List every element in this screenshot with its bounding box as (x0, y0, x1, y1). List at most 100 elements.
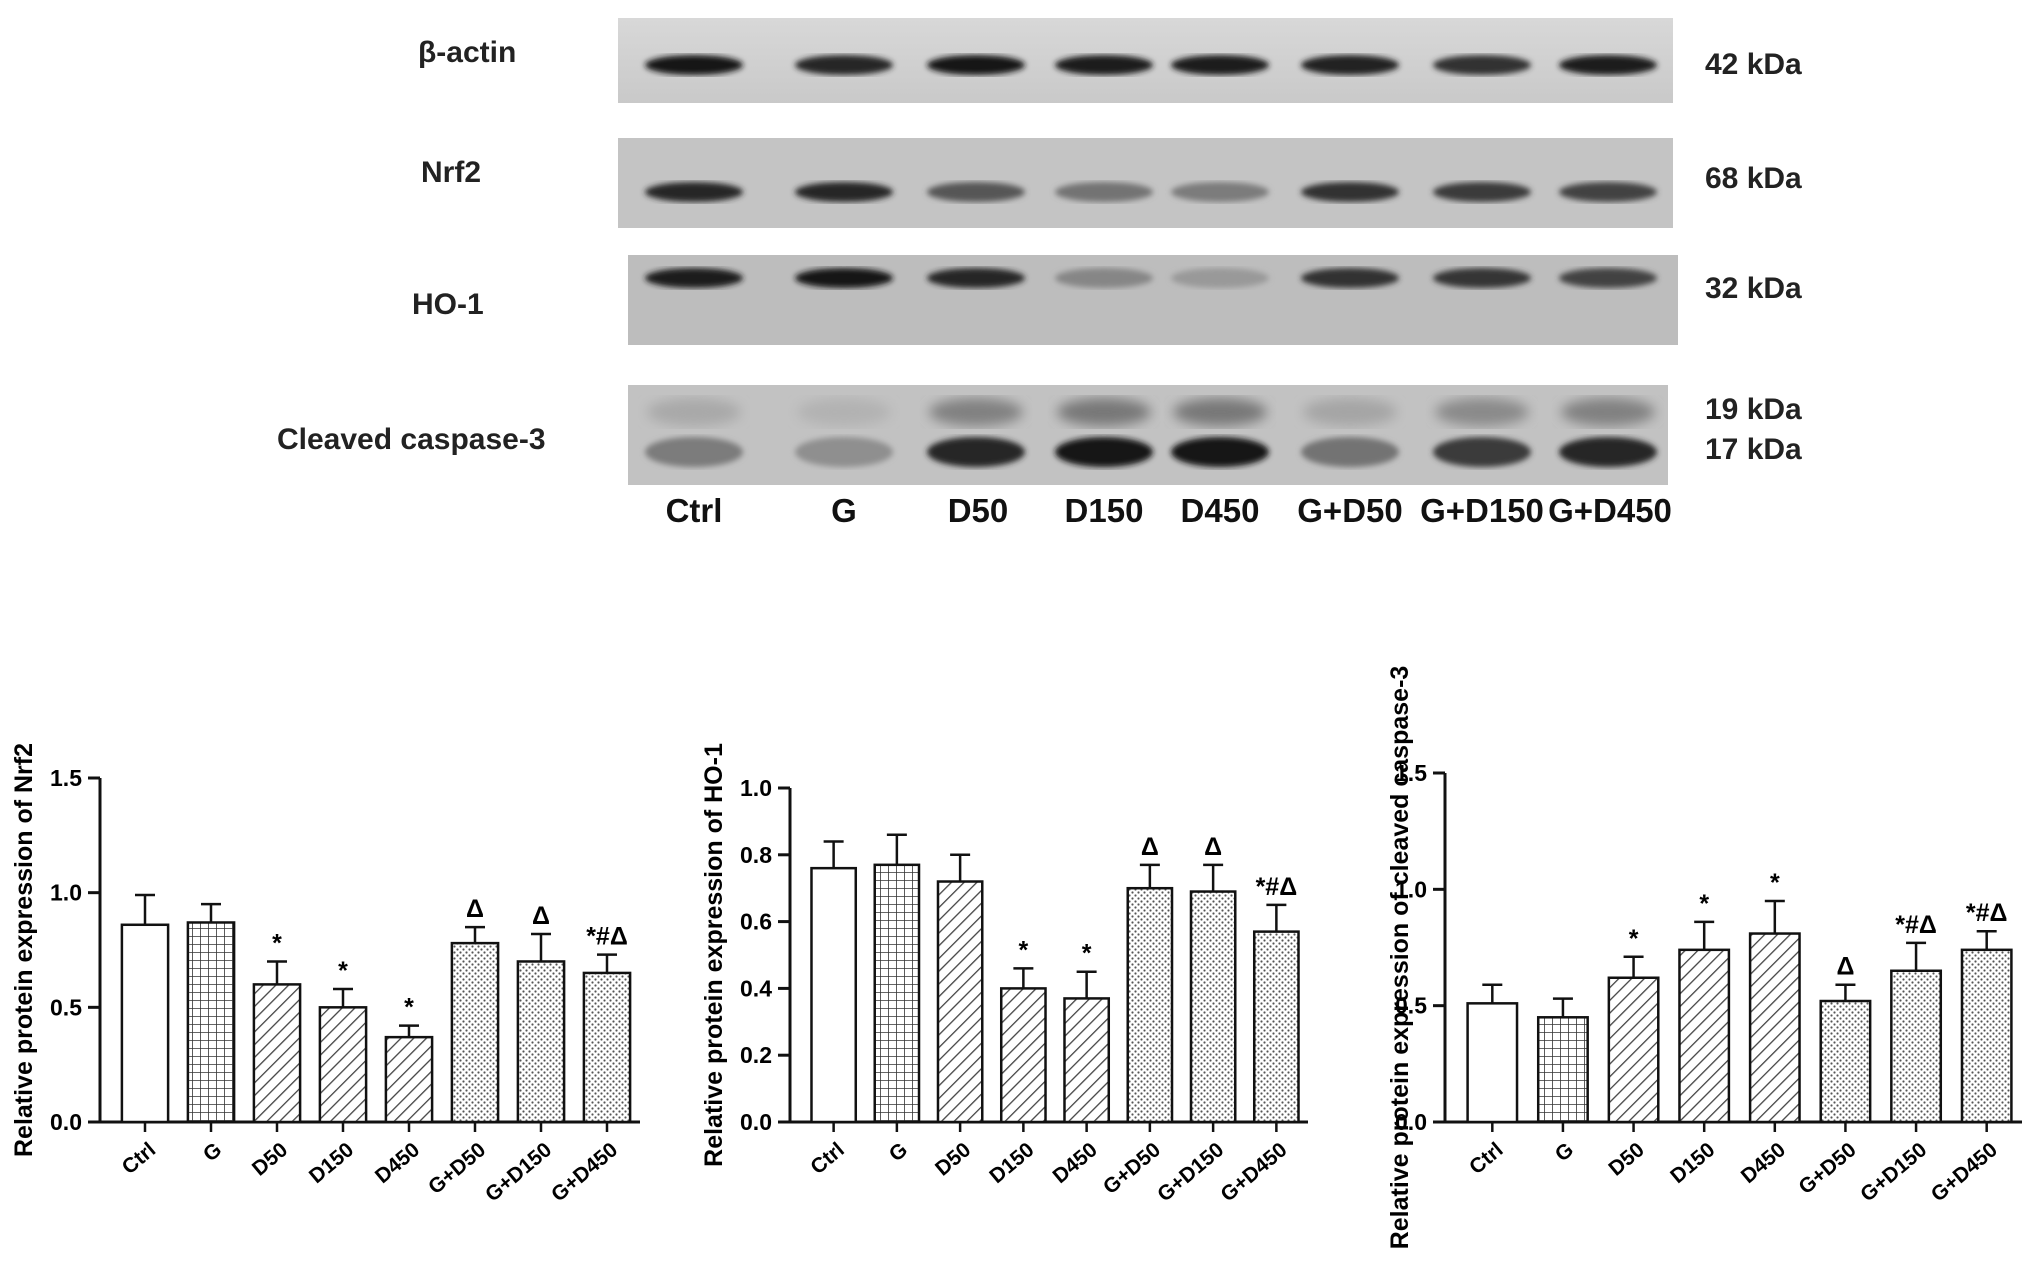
x-tick-label: G+D150 (481, 1138, 556, 1206)
bar (318, 1006, 368, 1124)
kda-label-actin: 42 kDa (1705, 48, 1802, 81)
y-tick-label: 0.6 (740, 909, 772, 935)
blot-band (645, 437, 743, 467)
blot-strip-ho1 (628, 255, 1678, 345)
blot-band-upper (1173, 398, 1267, 426)
significance-label: Δ (532, 902, 550, 930)
bar (582, 971, 632, 1124)
blot-band (645, 268, 743, 288)
blot-band (1171, 55, 1269, 75)
kda-label-nrf2: 68 kDa (1705, 162, 1802, 195)
bar (1890, 969, 1943, 1124)
significance-label: *#Δ (586, 923, 628, 951)
blot-strip-nrf2 (618, 138, 1673, 228)
chart-ho1: 0.0 0.2 0.4 0.6 0.8 1.0 Relative protein expre… (700, 743, 1308, 1206)
significance-label: * (404, 994, 414, 1022)
blot-band (927, 55, 1025, 75)
significance-label: *#Δ (1895, 911, 1937, 939)
western-blot (618, 18, 1678, 485)
bar (1748, 932, 1801, 1124)
lane-label-gd50: G+D50 (1297, 492, 1403, 529)
y-tick-label: 1.5 (1395, 760, 1427, 786)
blot-band (795, 55, 893, 75)
x-tick-label: D50 (1604, 1138, 1648, 1180)
bar (936, 880, 984, 1124)
lane-label-g: G (831, 492, 857, 529)
kda-label-ho1: 32 kDa (1705, 272, 1802, 305)
x-tick-label: G+D50 (424, 1138, 490, 1199)
blot-band (1433, 268, 1531, 288)
bar (873, 863, 921, 1124)
significance-label: * (1770, 869, 1780, 897)
significance-label: Δ (1836, 953, 1854, 981)
x-tick-label: G (1551, 1138, 1578, 1166)
blot-row-label-actin: β-actin (418, 36, 517, 69)
significance-label: Δ (1141, 833, 1159, 861)
blot-band (927, 182, 1025, 202)
blot-band (927, 437, 1025, 467)
bar (186, 921, 236, 1124)
blot-band (1433, 182, 1531, 202)
lane-label-gd150: G+D150 (1420, 492, 1544, 529)
blot-row-label-ho1: HO-1 (412, 288, 484, 321)
blot-band (1301, 55, 1399, 75)
y-tick-label: 0.8 (740, 842, 772, 868)
x-tick-label: G (199, 1138, 226, 1166)
x-tick-label: D150 (305, 1138, 358, 1188)
blot-band (1301, 268, 1399, 288)
x-tick-label: D150 (985, 1138, 1038, 1188)
bar (1607, 976, 1660, 1124)
blot-band-upper (647, 398, 741, 426)
blot-band-upper (1057, 398, 1151, 426)
x-tick-label: Ctrl (806, 1138, 848, 1179)
x-tick-label: G+D450 (1216, 1138, 1291, 1206)
blot-band (1055, 182, 1153, 202)
kda-label-caspase3-17: 17 kDa (1705, 433, 1802, 466)
kda-label-caspase3-19: 19 kDa (1705, 393, 1802, 426)
blot-band-upper (1435, 398, 1529, 426)
blot-band-upper (1561, 398, 1655, 426)
significance-label: * (1082, 940, 1092, 968)
significance-label: * (1019, 936, 1029, 964)
x-tick-label: G+D150 (1856, 1138, 1931, 1206)
blot-band (1301, 437, 1399, 467)
bar (120, 923, 170, 1124)
x-tick-label: G+D150 (1153, 1138, 1228, 1206)
blot-band (1171, 437, 1269, 467)
bar (450, 941, 500, 1124)
blot-band (1171, 268, 1269, 288)
x-tick-label: D50 (931, 1138, 975, 1180)
y-tick-label: 1.0 (50, 880, 82, 906)
blot-band-upper (797, 398, 891, 426)
y-tick-label: 0.0 (1395, 1109, 1427, 1135)
y-tick-label: 1.0 (740, 775, 772, 801)
y-tick-label: 0.0 (740, 1109, 772, 1135)
blot-band (1559, 55, 1657, 75)
blot-band (645, 55, 743, 75)
significance-label: *#Δ (1966, 899, 2008, 927)
bar (1063, 997, 1111, 1124)
y-tick-label: 0.5 (50, 994, 82, 1020)
bar (999, 987, 1047, 1124)
x-tick-label: G (885, 1138, 912, 1166)
y-tick-label: 0.5 (1395, 993, 1427, 1019)
bar (1536, 1016, 1589, 1124)
significance-label: * (1699, 890, 1709, 918)
significance-label: Δ (466, 895, 484, 923)
blot-band-upper (1303, 398, 1397, 426)
bar (1126, 886, 1174, 1124)
blot-row-label-caspase3: Cleaved caspase-3 (277, 423, 546, 456)
blot-band (1559, 182, 1657, 202)
blot-band (1433, 55, 1531, 75)
lane-label-d450: D450 (1180, 492, 1260, 529)
y-tick-label: 0.0 (50, 1109, 82, 1135)
significance-label: *#Δ (1256, 873, 1298, 901)
blot-band (645, 182, 743, 202)
significance-label: * (1629, 925, 1639, 953)
blot-band (1559, 437, 1657, 467)
blot-band (795, 268, 893, 288)
x-tick-label: G+D450 (1927, 1138, 2002, 1206)
y-axis-label: Relative protein expression of HO-1 (700, 743, 728, 1167)
bar (810, 866, 858, 1124)
